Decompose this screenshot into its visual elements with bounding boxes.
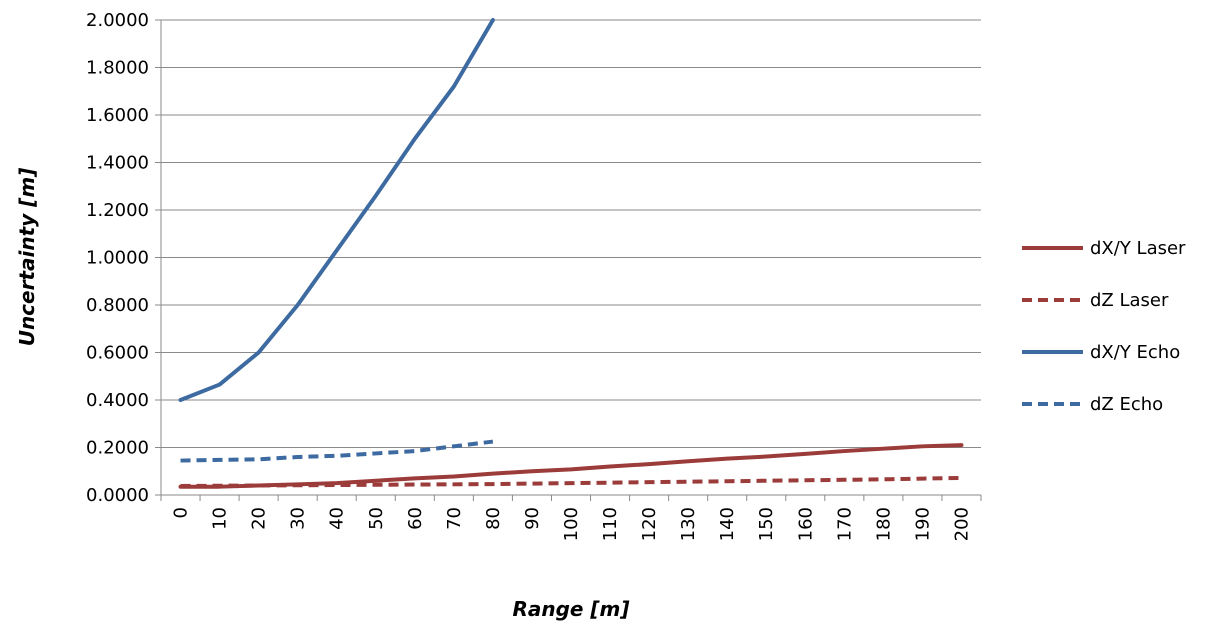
x-tick-label: 90 (522, 507, 543, 530)
x-tick-label: 140 (717, 507, 738, 541)
y-tick-label: 1.4000 (86, 153, 149, 174)
x-tick-label: 50 (366, 507, 387, 530)
x-tick-label: 110 (600, 507, 621, 541)
x-tick-label: 190 (912, 507, 933, 541)
y-tick-label: 1.0000 (86, 248, 149, 269)
x-tick-label: 130 (678, 507, 699, 541)
series-line-dx-y-echo (178, 18, 495, 402)
y-axis-title: Uncertainty [m] (15, 168, 39, 347)
x-tick-label: 150 (756, 507, 777, 541)
y-tick-label: 1.2000 (86, 200, 149, 221)
x-tick-label: 0 (171, 507, 192, 518)
y-tick-label: 0.8000 (86, 295, 149, 316)
y-axis: 0.0000 0.2000 0.4000 0.6000 0.8000 1.0000 1.20… (86, 10, 162, 506)
y-tick-label: 1.8000 (86, 58, 149, 79)
x-tick-label: 30 (288, 507, 309, 530)
x-tick-label: 80 (483, 507, 504, 530)
series-line-dz-laser (180, 475, 962, 488)
y-tick-label: 2.0000 (86, 10, 149, 31)
legend-label: dZ Echo (1090, 394, 1163, 415)
x-axis-title: Range [m] (512, 597, 629, 621)
x-tick-label: 170 (834, 507, 855, 541)
y-tick-label: 0.0000 (86, 485, 149, 506)
x-tick-label: 60 (405, 507, 426, 530)
x-tick-label: 20 (249, 507, 270, 530)
x-tick-label: 120 (639, 507, 660, 541)
x-axis: 0 10 20 30 40 50 60 70 80 90 100 110 120 130 140 150 160… (160, 494, 982, 541)
x-tick-label: 70 (444, 507, 465, 530)
legend-label: dZ Laser (1090, 290, 1169, 311)
series-line-dz-echo (180, 439, 494, 463)
x-tick-label: 10 (210, 507, 231, 530)
legend-label: dX/Y Echo (1090, 342, 1180, 363)
legend: dX/Y Laser dZ Laser dX/Y Echo dZ Echo (1022, 238, 1186, 415)
y-tick-label: 0.4000 (86, 390, 149, 411)
x-tick-label: 200 (951, 507, 972, 541)
x-tick-label: 100 (561, 507, 582, 541)
series-lines (178, 18, 964, 489)
x-tick-label: 180 (873, 507, 894, 541)
x-tick-label: 160 (795, 507, 816, 541)
y-tick-label: 0.2000 (86, 438, 149, 459)
y-tick-label: 0.6000 (86, 343, 149, 364)
y-tick-label: 1.6000 (86, 105, 149, 126)
gridlines (161, 19, 981, 448)
x-tick-label: 40 (327, 507, 348, 530)
legend-label: dX/Y Laser (1090, 238, 1186, 259)
